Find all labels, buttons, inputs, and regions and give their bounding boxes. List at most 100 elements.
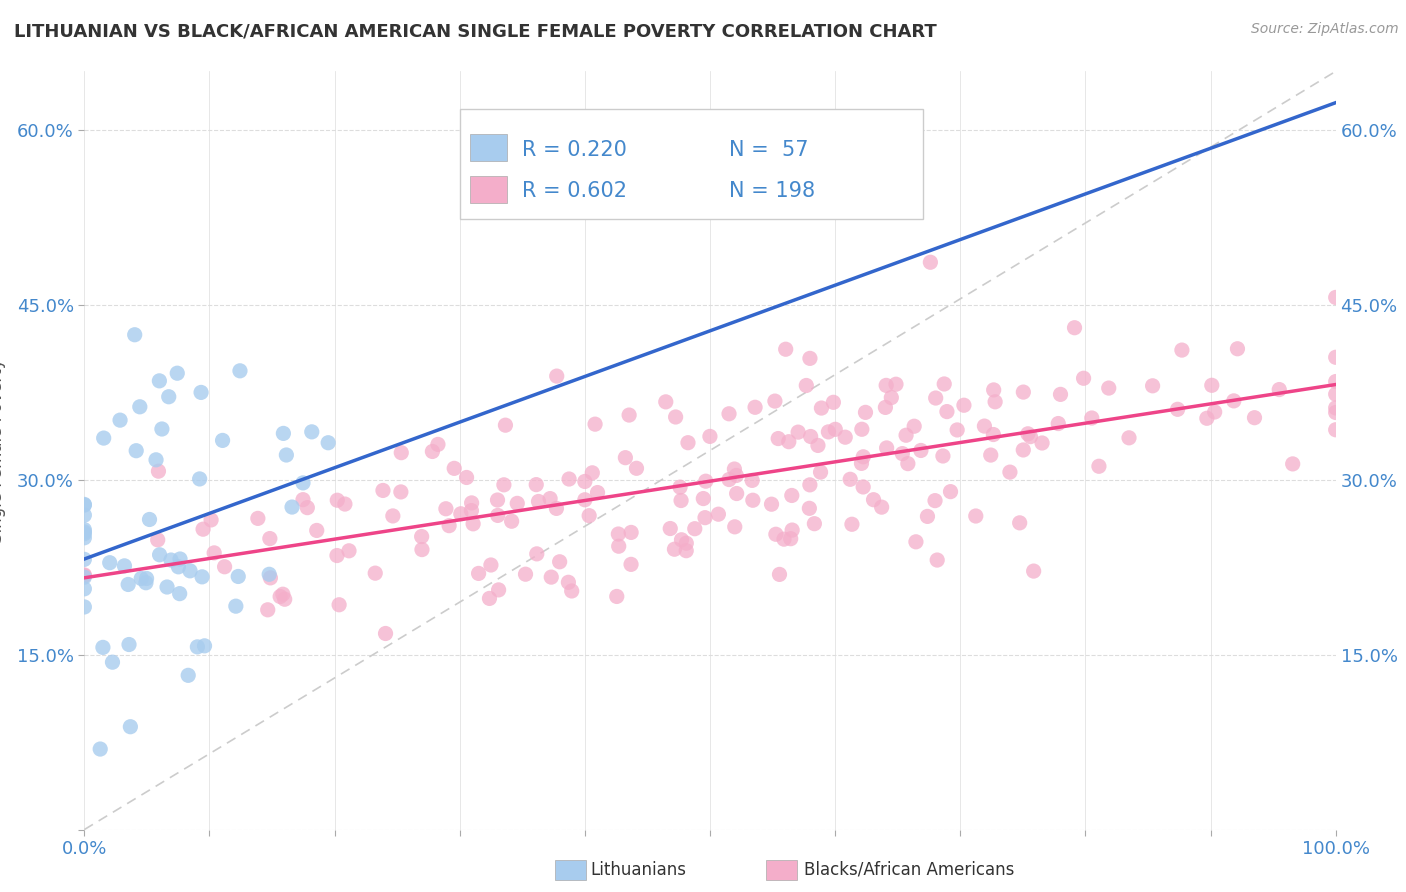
Point	[875, 378, 897, 392]
Point	[191, 522, 214, 536]
Point	[169, 552, 191, 566]
Point	[1088, 459, 1111, 474]
Point	[148, 464, 170, 478]
Point	[478, 591, 501, 606]
Point	[259, 571, 281, 585]
Point	[655, 395, 678, 409]
Point	[741, 493, 763, 508]
Point	[574, 492, 596, 507]
Point	[718, 407, 741, 421]
Point	[586, 485, 609, 500]
Point	[807, 438, 830, 452]
Point	[301, 425, 323, 439]
Point	[434, 501, 457, 516]
Point	[506, 496, 529, 510]
Point	[823, 395, 845, 409]
Point	[862, 492, 884, 507]
Point	[695, 474, 717, 488]
Point	[177, 668, 200, 682]
Point	[1204, 405, 1226, 419]
Point	[271, 587, 294, 601]
Point	[292, 475, 315, 490]
Point	[114, 558, 136, 573]
Point	[167, 559, 190, 574]
Point	[852, 450, 875, 464]
Point	[775, 343, 797, 357]
Point	[281, 500, 304, 514]
Point	[145, 452, 167, 467]
Point	[744, 401, 766, 415]
Point	[620, 558, 643, 572]
Point	[166, 366, 188, 380]
Point	[98, 556, 121, 570]
Point	[186, 640, 208, 654]
Point	[946, 423, 969, 437]
Point	[725, 468, 748, 483]
Point	[799, 478, 821, 492]
Point	[422, 444, 444, 458]
Point	[578, 508, 600, 523]
Point	[671, 533, 693, 547]
Text: Blacks/African Americans: Blacks/African Americans	[804, 861, 1015, 879]
Point	[780, 523, 803, 537]
Point	[620, 525, 643, 540]
Point	[851, 422, 873, 436]
Point	[607, 527, 630, 541]
Point	[973, 419, 995, 434]
Point	[305, 524, 328, 538]
Point	[73, 552, 96, 566]
Point	[1118, 431, 1140, 445]
Point	[128, 400, 150, 414]
Point	[125, 443, 148, 458]
Point	[1324, 351, 1347, 365]
Point	[138, 512, 160, 526]
Point	[381, 508, 404, 523]
Point	[855, 405, 877, 419]
Text: N = 198: N = 198	[728, 181, 815, 202]
Point	[488, 582, 510, 597]
Bar	[470, 135, 508, 161]
Point	[371, 483, 394, 498]
Point	[229, 364, 252, 378]
Point	[876, 441, 898, 455]
Point	[460, 496, 482, 510]
Point	[1047, 417, 1070, 431]
Point	[546, 369, 568, 384]
Point	[292, 492, 315, 507]
Point	[515, 567, 537, 582]
Point	[73, 531, 96, 545]
Point	[73, 523, 96, 537]
Point	[870, 500, 893, 515]
Point	[723, 462, 745, 476]
Point	[841, 517, 863, 532]
Point	[135, 575, 157, 590]
Text: Lithuanians: Lithuanians	[591, 861, 686, 879]
Point	[583, 417, 606, 432]
Point	[935, 404, 957, 418]
Point	[1268, 383, 1291, 397]
Text: Source: ZipAtlas.com: Source: ZipAtlas.com	[1251, 22, 1399, 37]
Point	[1324, 405, 1347, 419]
Point	[437, 518, 460, 533]
Point	[924, 493, 946, 508]
Point	[463, 516, 485, 531]
Point	[1226, 342, 1249, 356]
Point	[1324, 387, 1347, 401]
Point	[557, 575, 579, 590]
Point	[256, 603, 278, 617]
Point	[725, 486, 748, 500]
Point	[135, 572, 157, 586]
Point	[73, 568, 96, 582]
Point	[766, 432, 789, 446]
Point	[146, 533, 169, 547]
Point	[364, 566, 387, 581]
Point	[1073, 371, 1095, 385]
Point	[526, 547, 548, 561]
Point	[683, 522, 706, 536]
Point	[226, 569, 249, 583]
Point	[817, 425, 839, 439]
Point	[799, 351, 821, 366]
Point	[761, 497, 783, 511]
Point	[659, 522, 682, 536]
Point	[778, 434, 800, 449]
